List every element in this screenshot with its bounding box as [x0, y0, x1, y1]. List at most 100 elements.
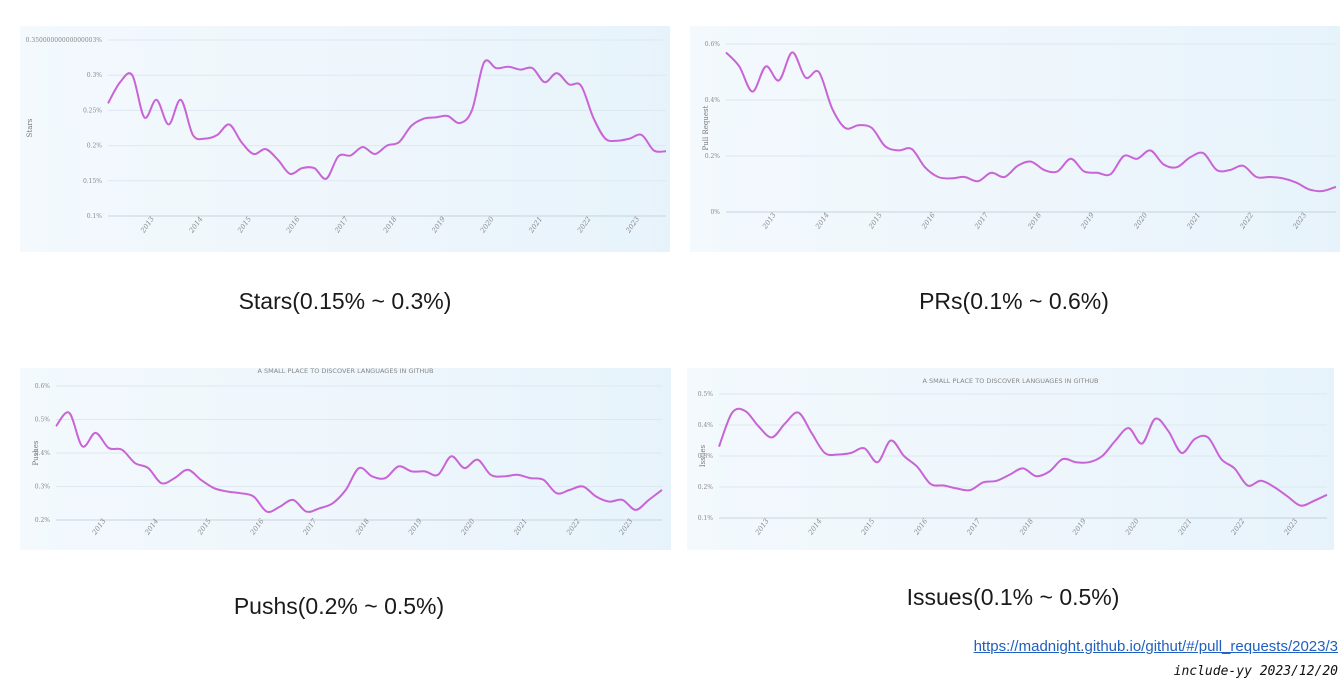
- data-point: [718, 446, 720, 448]
- x-tick-label: 2021: [1176, 517, 1193, 537]
- y-tick-label: 0.3%: [35, 484, 51, 491]
- data-point: [358, 467, 360, 469]
- data-point: [1043, 169, 1045, 171]
- issues-chart-panel: A SMALL PLACE TO DISCOVER LANGUAGES IN G…: [687, 368, 1334, 550]
- data-point: [1110, 173, 1112, 175]
- data-point: [477, 459, 479, 461]
- data-point: [784, 422, 786, 424]
- data-point: [1057, 170, 1059, 172]
- x-tick-label: 2020: [478, 215, 496, 235]
- y-tick-label: 0.2%: [35, 517, 51, 524]
- data-point: [996, 480, 998, 482]
- data-point: [398, 465, 400, 467]
- data-point: [174, 477, 176, 479]
- data-point: [471, 109, 473, 111]
- data-point: [338, 155, 340, 157]
- data-point: [1313, 500, 1315, 502]
- x-tick-label: 2013: [753, 517, 771, 537]
- stars-caption: Stars(0.15% ~ 0.3%): [238, 288, 452, 314]
- y-axis-label: Pull Request: [702, 105, 710, 150]
- x-tick-label: 2013: [760, 211, 778, 231]
- prs-chart-panel: Pull Request 0.6% 0.4% 0.2% 0% 2013 2014 2015 20…: [690, 26, 1340, 252]
- data-point: [121, 449, 123, 451]
- data-point: [850, 452, 852, 454]
- data-point: [1247, 485, 1249, 487]
- data-point: [277, 159, 279, 161]
- data-point: [930, 483, 932, 485]
- githut-link[interactable]: https://madnight.github.io/githut/#/pull…: [973, 638, 1338, 655]
- data-point: [837, 454, 839, 456]
- data-point: [1260, 480, 1262, 482]
- data-point: [345, 489, 347, 491]
- data-point: [569, 489, 571, 491]
- x-tick-label: 2018: [1018, 517, 1036, 537]
- stars-chart: Stars 0.35000000000000003% 0.3% 0.25% 0.2% 0.…: [26, 37, 667, 235]
- data-point: [160, 482, 162, 484]
- data-point: [1269, 176, 1271, 178]
- data-point: [884, 145, 886, 147]
- x-tick-label: 2014: [814, 211, 831, 231]
- data-point: [604, 138, 606, 140]
- y-tick-label: 0.5%: [698, 391, 714, 398]
- data-point: [301, 167, 303, 169]
- pushs-chart: A SMALL PLACE TO DISCOVER LANGUAGES IN G…: [32, 368, 663, 537]
- y-axis-label: Issues: [699, 445, 707, 468]
- data-point: [1149, 149, 1151, 151]
- data-point: [411, 470, 413, 472]
- data-point: [1022, 467, 1024, 469]
- data-point: [1088, 461, 1090, 463]
- data-point: [398, 141, 400, 143]
- data-point: [265, 148, 267, 150]
- data-point: [200, 479, 202, 481]
- data-point: [982, 481, 984, 483]
- data-point: [1176, 166, 1178, 168]
- series-line: [718, 407, 1328, 507]
- data-point: [435, 116, 437, 118]
- data-point: [1070, 158, 1072, 160]
- data-point: [582, 486, 584, 488]
- data-point: [325, 178, 327, 180]
- data-point: [871, 127, 873, 129]
- data-point: [292, 499, 294, 501]
- data-point: [1167, 430, 1169, 432]
- data-point: [916, 466, 918, 468]
- y-axis-label: Stars: [26, 118, 34, 137]
- data-point: [911, 148, 913, 150]
- data-point: [422, 118, 424, 120]
- data-point: [544, 81, 546, 83]
- data-point: [384, 477, 386, 479]
- pushs-caption: Pushs(0.2% ~ 0.5%): [233, 593, 445, 619]
- data-point: [447, 115, 449, 117]
- y-tick-label: 0.4%: [35, 450, 51, 457]
- data-point: [608, 501, 610, 503]
- x-tick-label: 2022: [1229, 517, 1247, 537]
- data-point: [1242, 165, 1244, 167]
- chart-title: A SMALL PLACE TO DISCOVER LANGUAGES IN G…: [257, 368, 433, 375]
- data-point: [542, 479, 544, 481]
- data-point: [653, 150, 655, 152]
- data-point: [192, 134, 194, 136]
- data-point: [1035, 475, 1037, 477]
- data-point: [641, 134, 643, 136]
- data-point: [1189, 156, 1191, 158]
- data-point: [1295, 182, 1297, 184]
- data-point: [1004, 176, 1006, 178]
- data-point: [943, 485, 945, 487]
- data-point: [516, 474, 518, 476]
- data-point: [556, 72, 558, 74]
- data-point: [629, 138, 631, 140]
- data-point: [386, 145, 388, 147]
- data-point: [1123, 155, 1125, 157]
- data-point: [459, 122, 461, 124]
- data-point: [1194, 438, 1196, 440]
- y-tick-label: 0.2%: [87, 143, 103, 150]
- data-point: [1154, 418, 1156, 420]
- data-point: [350, 155, 352, 157]
- x-tick-label: 2019: [1079, 211, 1097, 231]
- data-point: [95, 432, 97, 434]
- data-point: [216, 134, 218, 136]
- x-tick-label: 2021: [1185, 211, 1202, 231]
- data-point: [863, 447, 865, 449]
- data-point: [1335, 186, 1337, 188]
- data-point: [1300, 505, 1302, 507]
